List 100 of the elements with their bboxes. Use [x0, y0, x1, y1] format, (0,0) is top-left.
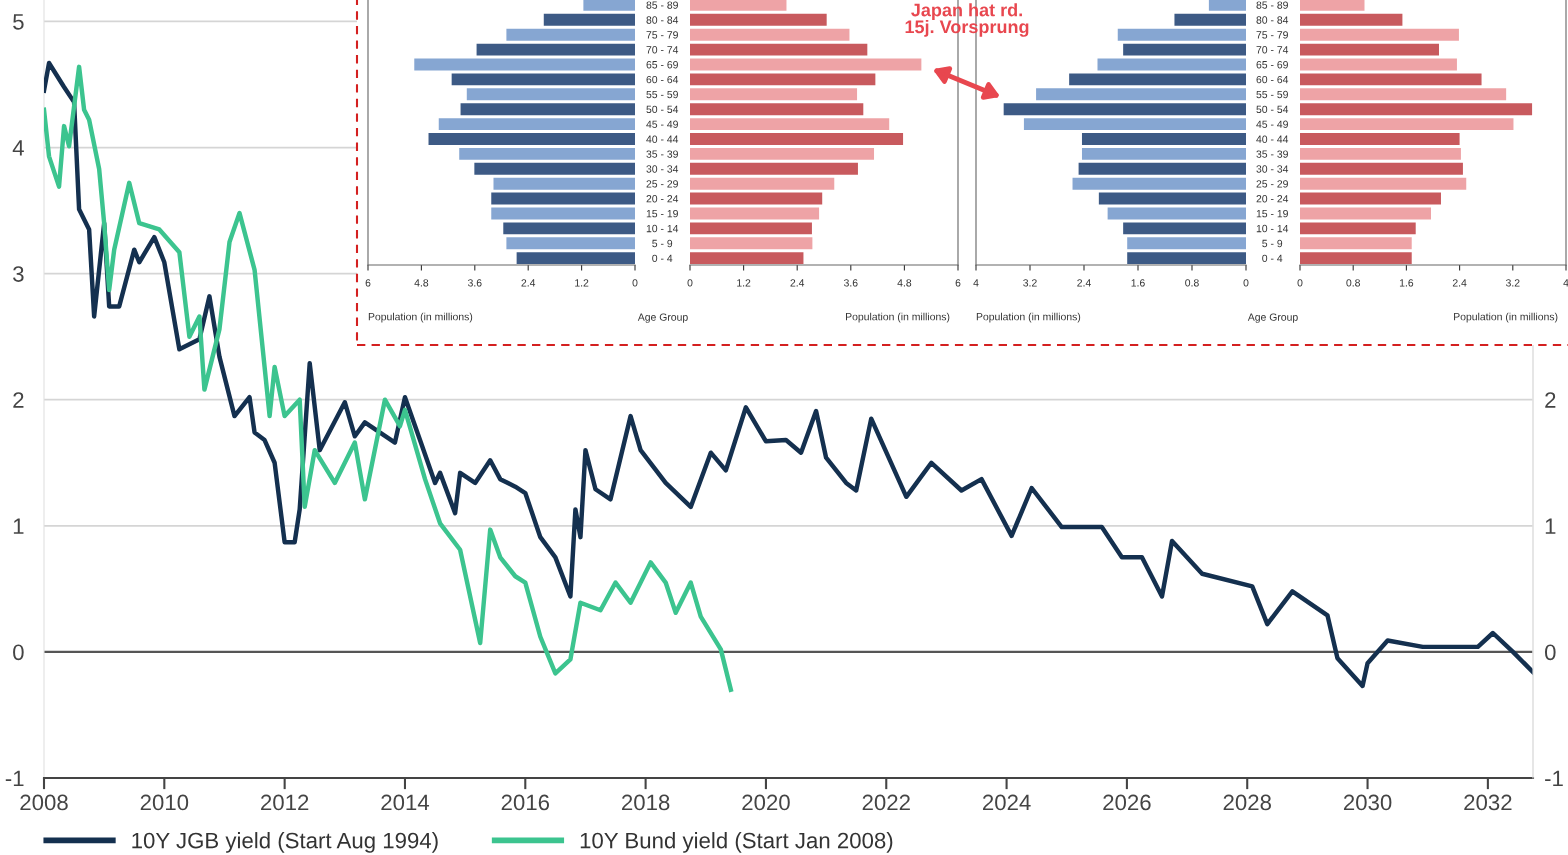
x-tick-label: 2018: [622, 794, 670, 811]
y-tick-label: 85 - 89: [1256, 1, 1288, 9]
y-tick-label: 20 - 24: [1256, 195, 1289, 203]
bar: [491, 192, 635, 205]
y-axis-title: Age Group: [1247, 313, 1298, 323]
bar: [1123, 222, 1246, 235]
y-tick-label: 45 - 49: [646, 120, 678, 128]
bar: [1300, 133, 1460, 145]
bar: [690, 177, 835, 190]
y-tick-label: 75 - 79: [1256, 31, 1288, 39]
x-tick-label: 2028: [1223, 794, 1271, 811]
y-tick-label: 0: [13, 644, 24, 661]
bar: [543, 13, 635, 26]
x-tick-label: 2.4: [790, 279, 805, 287]
x-tick-label: 2024: [982, 794, 1031, 811]
x-tick-label: 1.6: [1131, 279, 1145, 287]
y-tick-label: 2: [13, 392, 24, 408]
bar: [1300, 73, 1482, 86]
y-tick-label: 1: [13, 518, 24, 534]
x-tick-label: 1.6: [1399, 279, 1414, 287]
x-tick-label: 2030: [1343, 794, 1392, 811]
y-tick-label: 4: [12, 140, 24, 156]
y-tick-label: 40 - 44: [646, 135, 679, 143]
x-tick-label: 2.4: [1452, 279, 1467, 287]
bar: [1208, 0, 1246, 11]
bar: [428, 133, 635, 145]
y-tick-label: 55 - 59: [646, 90, 678, 99]
y-tick-label: 60 - 64: [1256, 75, 1289, 84]
bar: [1003, 103, 1246, 116]
y2-tick-label: 0: [1544, 644, 1556, 661]
x-tick-label: 0: [1297, 279, 1303, 287]
y-tick-label: 65 - 69: [1256, 61, 1288, 69]
bar: [1078, 162, 1246, 175]
y-tick-label: 45 - 49: [1256, 120, 1288, 128]
legend-label: 10Y JGB yield (Start Aug 1994): [132, 832, 438, 853]
y-tick-label: 80 - 84: [1256, 16, 1289, 24]
bar: [690, 162, 858, 175]
y-tick-label: 20 - 24: [646, 195, 679, 203]
x-axis-title: Population (in millions): [976, 312, 1081, 323]
bar: [1300, 103, 1533, 116]
x-tick-label: 3.6: [467, 279, 482, 287]
bar: [1300, 118, 1514, 131]
bar: [690, 118, 890, 131]
bar: [690, 237, 813, 250]
bar: [1069, 73, 1246, 86]
bar: [459, 147, 635, 160]
x-tick-label: 0.8: [1185, 279, 1199, 287]
bar: [690, 88, 858, 101]
x-tick-label: 2020: [742, 794, 790, 811]
y-tick-label: 0 - 4: [652, 254, 673, 263]
x-tick-label: 2.4: [521, 279, 536, 287]
y-tick-label: 5: [13, 14, 24, 30]
x-tick-label: 2010: [140, 794, 189, 811]
bar: [1300, 237, 1412, 250]
x-tick-label: 4.8: [897, 279, 912, 287]
bar: [506, 28, 635, 41]
x-tick-label: 1.2: [575, 279, 589, 287]
bar: [451, 73, 635, 86]
bar: [1300, 88, 1507, 101]
bar: [1097, 58, 1246, 71]
bar: [516, 252, 635, 265]
bar: [690, 252, 804, 265]
y-tick-label: 80 - 84: [646, 16, 679, 24]
bar: [1300, 58, 1457, 71]
x-tick-label: 4: [973, 279, 979, 287]
y-tick-label: 15 - 19: [1256, 209, 1288, 218]
x-tick-label: 2022: [862, 794, 910, 811]
bar: [690, 207, 820, 220]
bar: [1300, 43, 1439, 56]
x-tick-label: 4: [1563, 279, 1568, 287]
x-tick-label: 2016: [501, 794, 550, 811]
bar: [690, 133, 904, 145]
bar: [1300, 192, 1441, 205]
y-tick-label: 25 - 29: [646, 180, 678, 188]
y-tick-label: 60 - 64: [646, 75, 679, 84]
bar: [1300, 28, 1459, 41]
x-tick-label: 2.4: [1077, 279, 1091, 287]
x-tick-label: 0: [632, 279, 638, 287]
bar: [1081, 133, 1246, 145]
bar: [1107, 207, 1246, 220]
bar: [1300, 147, 1461, 160]
y-tick-label: 10 - 14: [646, 224, 679, 233]
y-tick-label: 35 - 39: [1256, 150, 1288, 158]
x-axis-title: Population (in millions): [368, 312, 473, 323]
bar: [1127, 252, 1246, 265]
x-tick-label: 2032: [1464, 794, 1512, 811]
legend-label: 10Y Bund yield (Start Jan 2008): [580, 832, 893, 853]
y-tick-label: 3: [13, 266, 24, 282]
bar: [690, 0, 787, 11]
bar: [1300, 252, 1412, 265]
bar: [1081, 147, 1246, 160]
y-tick-label: 35 - 39: [646, 150, 678, 158]
y-tick-label: 30 - 34: [646, 165, 679, 173]
y-tick-label: -1: [5, 770, 24, 787]
y-tick-label: 65 - 69: [646, 61, 678, 69]
x-tick-label: 3.6: [843, 279, 858, 287]
x-tick-label: 3.2: [1505, 279, 1520, 287]
y-tick-label: 25 - 29: [1256, 180, 1288, 188]
y-tick-label: 75 - 79: [646, 31, 678, 39]
y2-tick-label: 2: [1545, 392, 1556, 408]
